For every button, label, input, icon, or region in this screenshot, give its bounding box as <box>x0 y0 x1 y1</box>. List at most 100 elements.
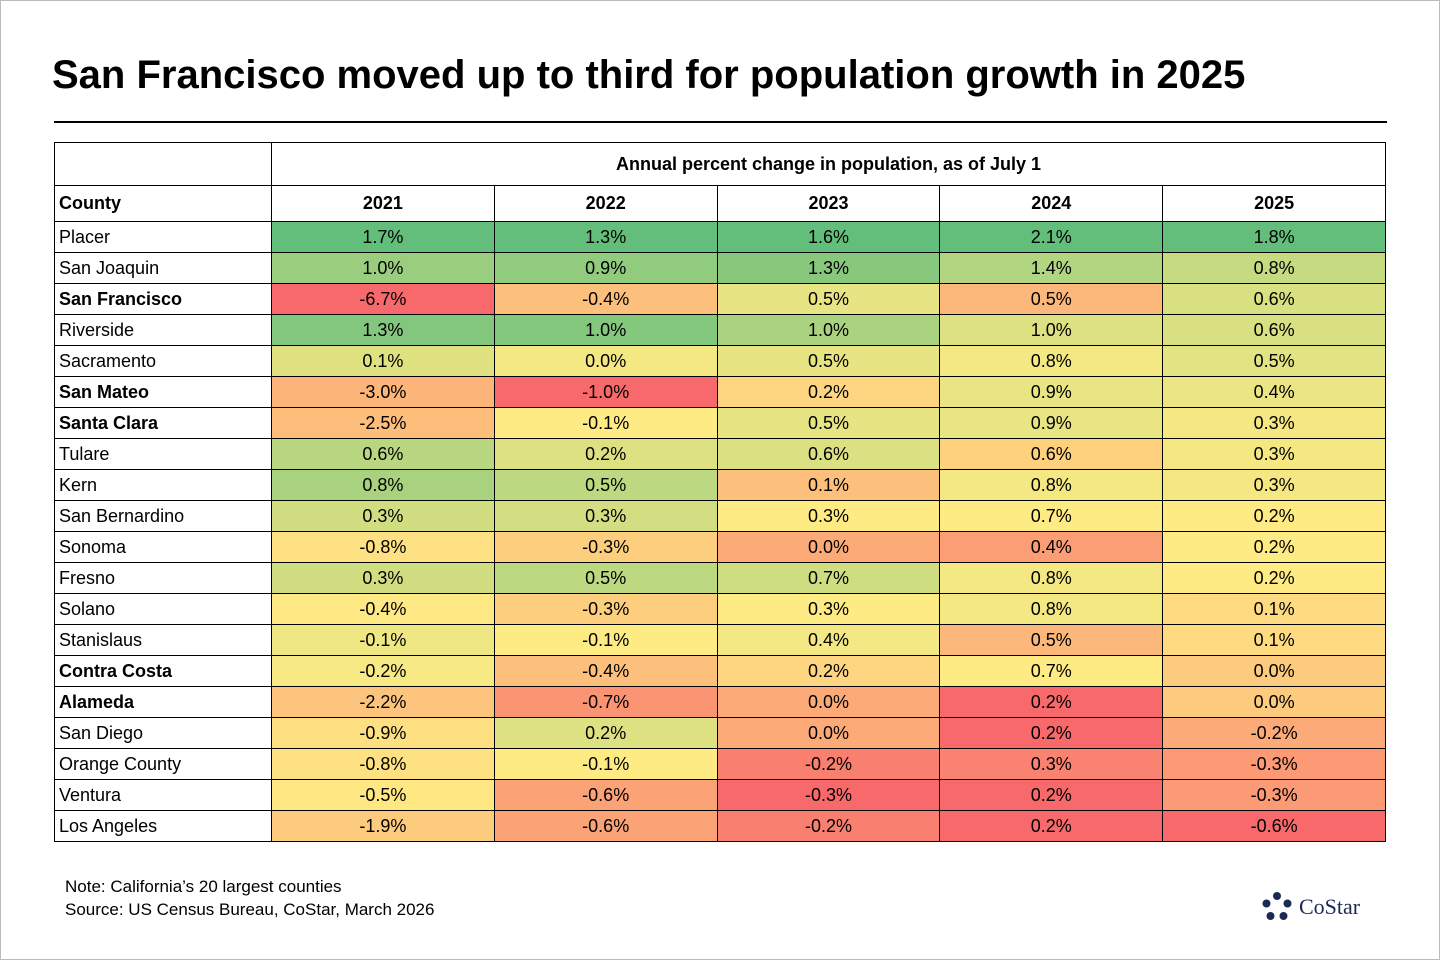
value-cell: 0.6% <box>271 438 495 470</box>
value-cell: -0.3% <box>716 779 941 811</box>
value-cell: -0.8% <box>271 531 495 563</box>
value-cell: 0.0% <box>493 345 718 377</box>
value-cell: 0.6% <box>716 438 941 470</box>
value-cell: -0.6% <box>493 810 718 842</box>
data-row: San Mateo -3.0% -1.0% 0.2% 0.9% 0.4% <box>54 376 1386 408</box>
value-cell: -0.8% <box>271 748 495 780</box>
value-cell: 0.1% <box>1162 593 1386 625</box>
value-cell: -1.9% <box>271 810 495 842</box>
county-name: Stanislaus <box>54 624 272 656</box>
county-name: Orange County <box>54 748 272 780</box>
value-cell: 0.2% <box>939 779 1164 811</box>
county-name: Tulare <box>54 438 272 470</box>
note: Note: California’s 20 largest counties <box>65 877 342 896</box>
data-row: Santa Clara -2.5% -0.1% 0.5% 0.9% 0.3% <box>54 407 1386 439</box>
value-cell: 0.4% <box>716 624 941 656</box>
value-cell: 0.6% <box>939 438 1164 470</box>
value-cell: 0.3% <box>493 500 718 532</box>
value-cell: 0.4% <box>1162 376 1386 408</box>
value-cell: 0.5% <box>939 283 1164 315</box>
value-cell: 0.2% <box>939 810 1164 842</box>
value-cell: 0.6% <box>1162 283 1386 315</box>
value-cell: 0.2% <box>493 438 718 470</box>
data-row: San Bernardino 0.3% 0.3% 0.3% 0.7% 0.2% <box>54 500 1386 532</box>
county-name: Alameda <box>54 686 272 718</box>
value-cell: 0.8% <box>939 593 1164 625</box>
column-header-row: County 2021 2022 2023 2024 2025 <box>54 185 1386 222</box>
value-cell: -0.3% <box>493 593 718 625</box>
value-cell: 0.9% <box>939 407 1164 439</box>
value-cell: 0.8% <box>1162 252 1386 284</box>
column-header: County <box>54 185 272 222</box>
data-row: Riverside 1.3% 1.0% 1.0% 1.0% 0.6% <box>54 314 1386 346</box>
data-row: Alameda -2.2% -0.7% 0.0% 0.2% 0.0% <box>54 686 1386 718</box>
value-cell: -0.3% <box>493 531 718 563</box>
value-cell: -0.7% <box>493 686 718 718</box>
value-cell: -0.9% <box>271 717 495 749</box>
county-name: Fresno <box>54 562 272 594</box>
value-cell: 0.7% <box>939 655 1164 687</box>
value-cell: 0.0% <box>716 686 941 718</box>
value-cell: 0.3% <box>271 562 495 594</box>
value-cell: 0.0% <box>1162 686 1386 718</box>
data-row: Kern 0.8% 0.5% 0.1% 0.8% 0.3% <box>54 469 1386 501</box>
value-cell: 1.3% <box>271 314 495 346</box>
county-name: Solano <box>54 593 272 625</box>
data-table: Annual percent change in population, as … <box>54 142 1386 842</box>
value-cell: -0.2% <box>271 655 495 687</box>
column-header: 2021 <box>271 185 495 222</box>
value-cell: -0.4% <box>493 283 718 315</box>
value-cell: 2.1% <box>939 221 1164 253</box>
county-name: Los Angeles <box>54 810 272 842</box>
column-header: 2025 <box>1162 185 1386 222</box>
value-cell: 0.5% <box>716 345 941 377</box>
title: San Francisco moved up to third for popu… <box>52 53 1246 97</box>
empty-corner <box>54 142 272 186</box>
value-cell: -0.2% <box>716 748 941 780</box>
data-row: Solano -0.4% -0.3% 0.3% 0.8% 0.1% <box>54 593 1386 625</box>
value-cell: 1.8% <box>1162 221 1386 253</box>
value-cell: 1.0% <box>716 314 941 346</box>
data-row: Placer 1.7% 1.3% 1.6% 2.1% 1.8% <box>54 221 1386 253</box>
value-cell: -0.4% <box>271 593 495 625</box>
data-row: Contra Costa -0.2% -0.4% 0.2% 0.7% 0.0% <box>54 655 1386 687</box>
value-cell: 0.0% <box>716 717 941 749</box>
logo: CoStar <box>1261 891 1360 923</box>
value-cell: 0.9% <box>493 252 718 284</box>
county-name: San Joaquin <box>54 252 272 284</box>
county-name: Sonoma <box>54 531 272 563</box>
value-cell: 1.3% <box>716 252 941 284</box>
county-name: San Diego <box>54 717 272 749</box>
source: Source: US Census Bureau, CoStar, March … <box>65 900 435 919</box>
span-header-row: Annual percent change in population, as … <box>54 142 1386 186</box>
value-cell: -0.3% <box>1162 748 1386 780</box>
value-cell: 0.5% <box>716 407 941 439</box>
value-cell: -1.0% <box>493 376 718 408</box>
value-cell: -0.2% <box>1162 717 1386 749</box>
value-cell: -0.1% <box>493 624 718 656</box>
county-name: Sacramento <box>54 345 272 377</box>
value-cell: -2.2% <box>271 686 495 718</box>
value-cell: 0.1% <box>271 345 495 377</box>
data-row: San Joaquin 1.0% 0.9% 1.3% 1.4% 0.8% <box>54 252 1386 284</box>
data-row: Sacramento 0.1% 0.0% 0.5% 0.8% 0.5% <box>54 345 1386 377</box>
value-cell: 1.3% <box>493 221 718 253</box>
value-cell: 0.5% <box>493 562 718 594</box>
value-cell: 0.2% <box>939 686 1164 718</box>
value-cell: 0.4% <box>939 531 1164 563</box>
value-cell: 0.5% <box>716 283 941 315</box>
county-name: Santa Clara <box>54 407 272 439</box>
value-cell: 0.5% <box>939 624 1164 656</box>
value-cell: 0.6% <box>1162 314 1386 346</box>
data-row: Ventura -0.5% -0.6% -0.3% 0.2% -0.3% <box>54 779 1386 811</box>
data-row: San Diego -0.9% 0.2% 0.0% 0.2% -0.2% <box>54 717 1386 749</box>
value-cell: -0.6% <box>1162 810 1386 842</box>
value-cell: 0.3% <box>1162 469 1386 501</box>
data-row: Fresno 0.3% 0.5% 0.7% 0.8% 0.2% <box>54 562 1386 594</box>
data-row: Tulare 0.6% 0.2% 0.6% 0.6% 0.3% <box>54 438 1386 470</box>
value-cell: 0.2% <box>939 717 1164 749</box>
value-cell: -0.1% <box>271 624 495 656</box>
data-row: Los Angeles -1.9% -0.6% -0.2% 0.2% -0.6% <box>54 810 1386 842</box>
value-cell: 1.6% <box>716 221 941 253</box>
